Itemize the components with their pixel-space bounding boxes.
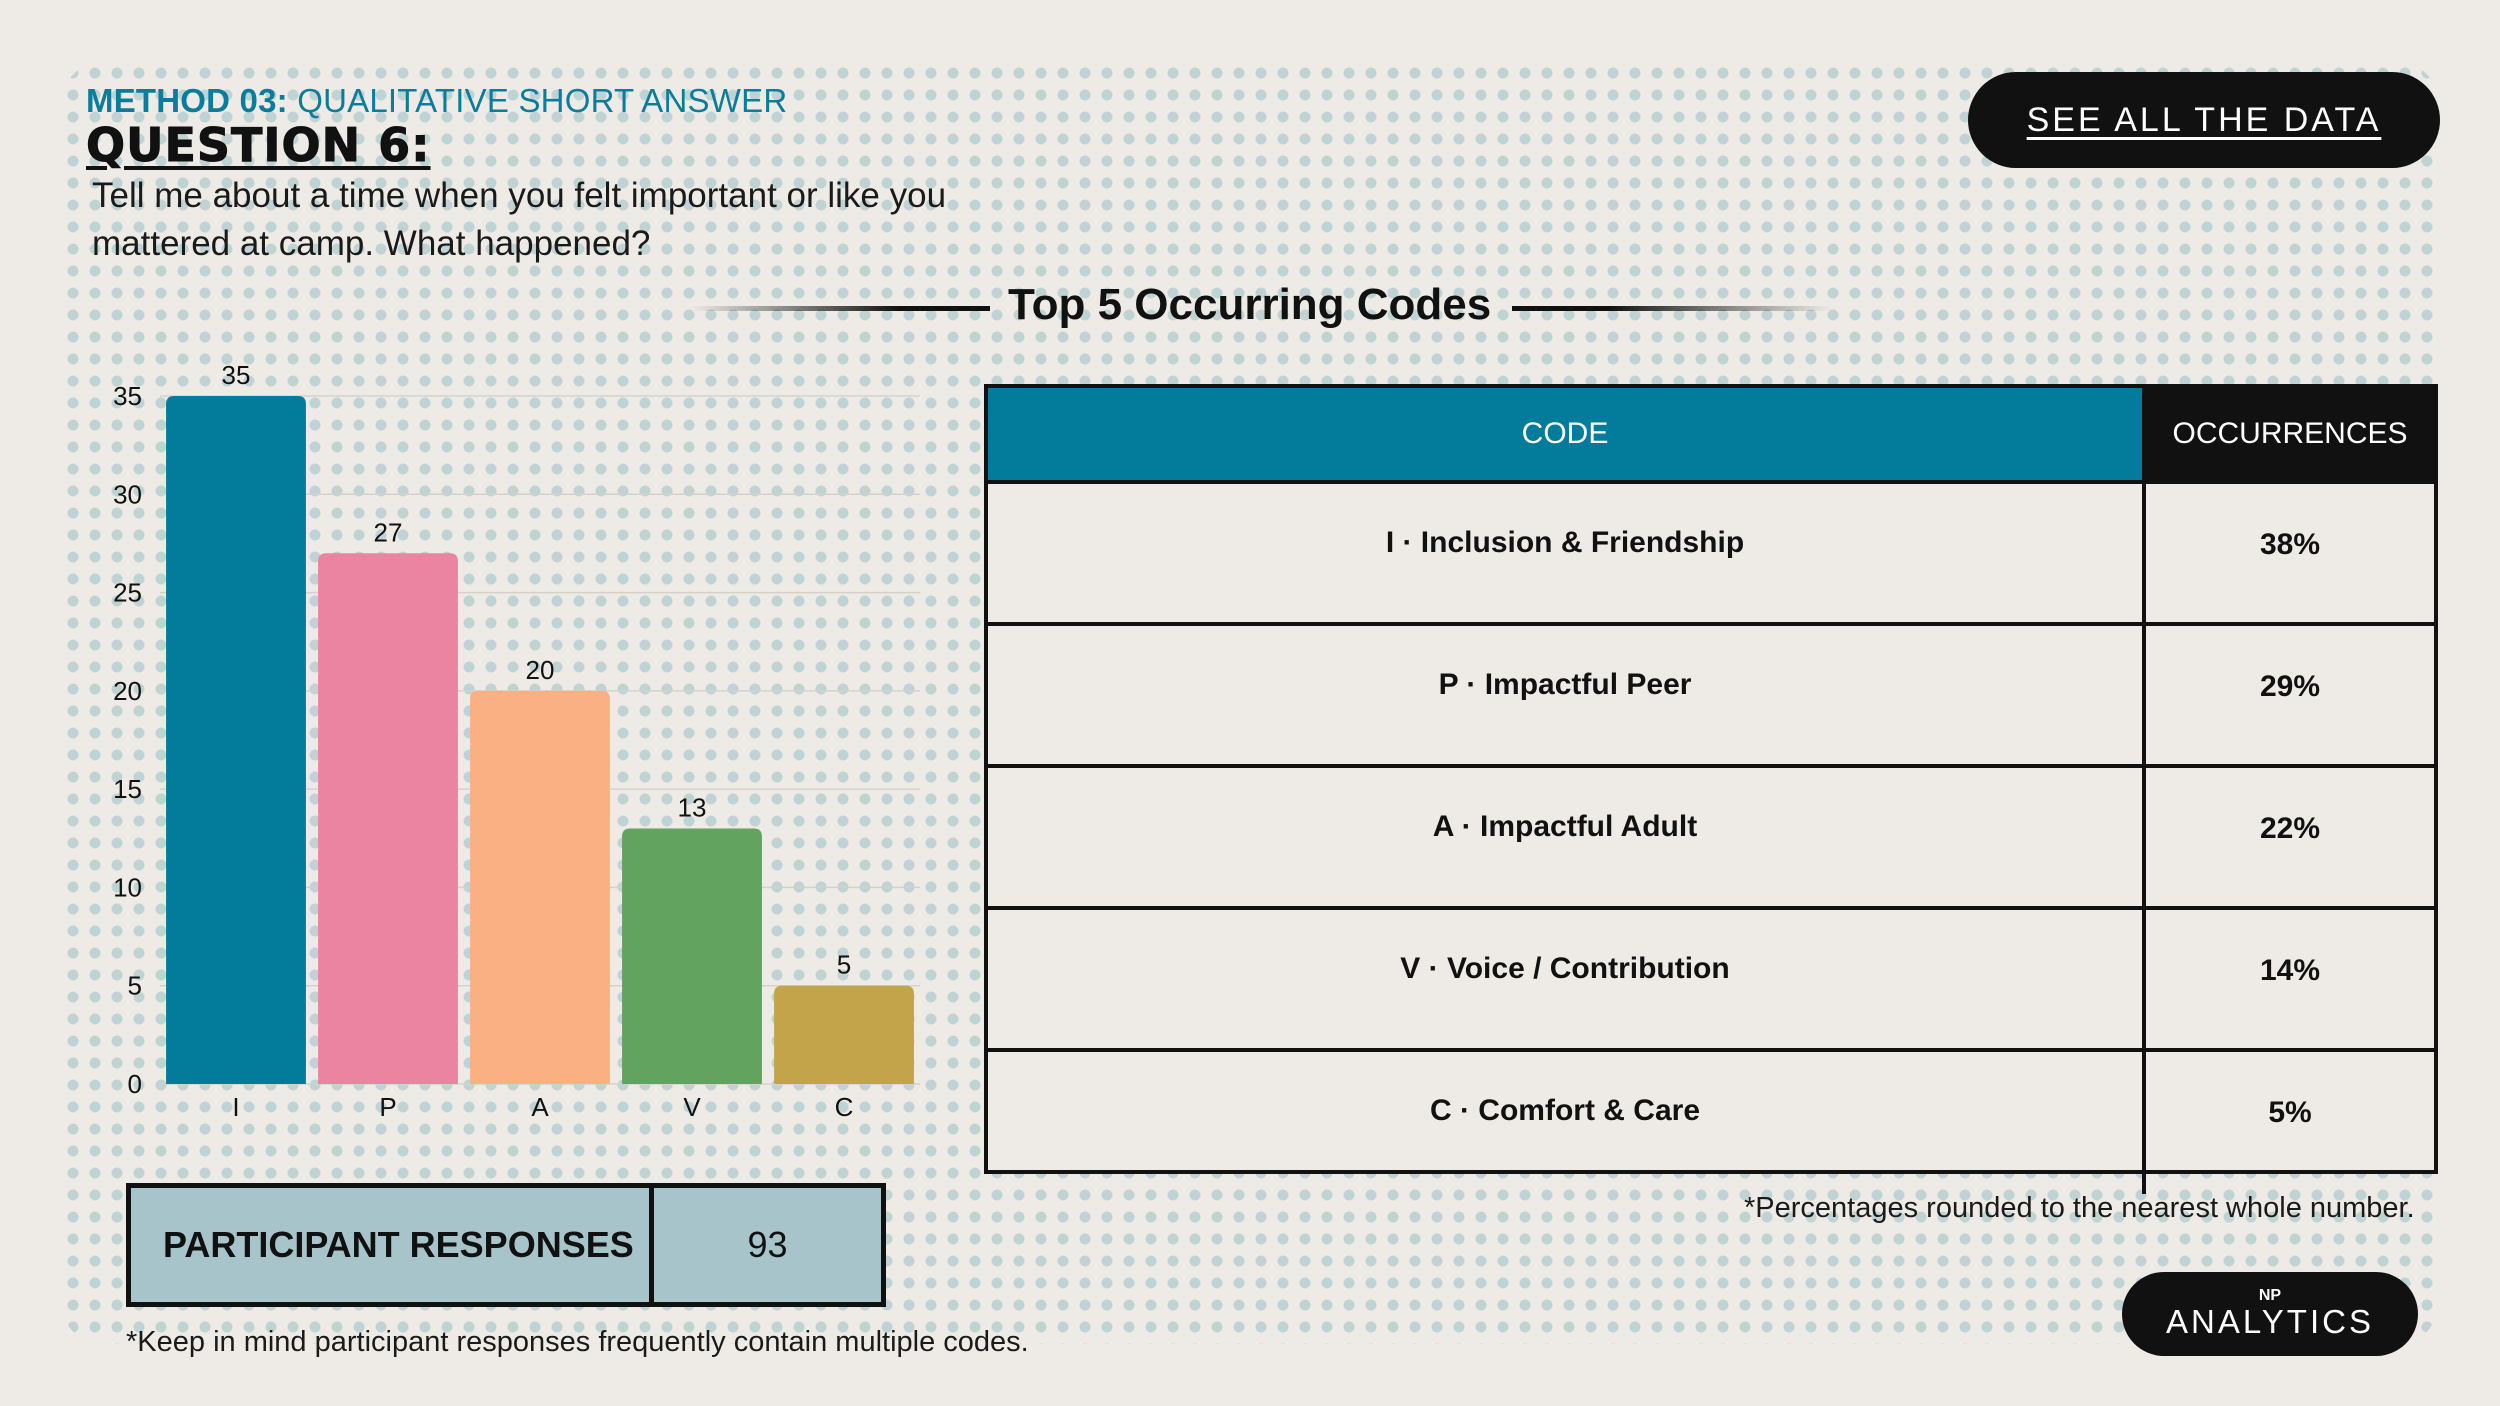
table-row: V · Voice / Contribution 14%: [988, 910, 2434, 1052]
question-title: QUESTION 6:: [86, 118, 431, 173]
data-label: 20: [526, 655, 555, 685]
y-tick-label: 30: [113, 479, 142, 509]
logo-wordmark: ANALYTICS: [2166, 1303, 2374, 1340]
see-all-data-button[interactable]: SEE ALL THE DATA: [1968, 72, 2440, 168]
bar-a: [470, 690, 610, 1084]
code-cell: A · Impactful Adult: [988, 768, 2146, 906]
table-row: A · Impactful Adult 22%: [988, 768, 2434, 910]
method-name: QUALITATIVE SHORT ANSWER: [297, 82, 788, 119]
bar-v: [622, 828, 762, 1084]
x-tick-label: I: [232, 1092, 239, 1122]
y-tick-label: 20: [113, 676, 142, 706]
title-rule-right: [1512, 306, 1832, 311]
title-rule-left: [690, 306, 990, 311]
bar-c: [774, 985, 914, 1084]
x-tick-label: A: [531, 1092, 549, 1122]
participant-responses-value: 93: [747, 1224, 788, 1265]
question-text: Tell me about a time when you felt impor…: [92, 176, 947, 263]
code-cell: V · Voice / Contribution: [988, 910, 2146, 1048]
logo-mark: NP: [2258, 1287, 2282, 1304]
codes-table: CODE OCCURRENCES I · Inclusion & Friends…: [984, 384, 2438, 1194]
table-row: C · Comfort & Care 5%: [988, 1052, 2434, 1194]
y-tick-label: 35: [113, 381, 142, 411]
percentage-note: *Percentages rounded to the nearest whol…: [1744, 1192, 2415, 1224]
x-tick-label: P: [379, 1092, 396, 1122]
y-tick-label: 15: [113, 774, 142, 804]
participant-responses-box: PARTICIPANT RESPONSES 93: [126, 1183, 886, 1307]
x-tick-label: V: [683, 1092, 701, 1122]
data-label: 13: [678, 792, 707, 822]
code-cell: P · Impactful Peer: [988, 626, 2146, 764]
code-cell: C · Comfort & Care: [988, 1052, 2146, 1194]
header-occurrences: OCCURRENCES: [2146, 388, 2434, 480]
table-row: P · Impactful Peer 29%: [988, 626, 2434, 768]
data-label: 27: [374, 517, 403, 547]
y-tick-label: 5: [128, 971, 142, 1001]
data-label: 35: [222, 360, 251, 390]
method-prefix: METHOD 03:: [86, 82, 288, 119]
occurrence-cell: 14%: [2259, 954, 2321, 987]
y-tick-label: 10: [113, 872, 142, 902]
occurrence-cell: 5%: [2268, 1096, 2312, 1129]
multiple-codes-note: *Keep in mind participant responses freq…: [126, 1326, 1029, 1358]
table-header-row: CODE OCCURRENCES: [988, 388, 2434, 484]
header-code: CODE: [988, 388, 2146, 480]
table-row: I · Inclusion & Friendship 38%: [988, 484, 2434, 626]
method-label: METHOD 03: QUALITATIVE SHORT ANSWER: [86, 82, 787, 120]
section-title: Top 5 Occurring Codes: [1008, 280, 1492, 329]
occurrence-cell: 38%: [2259, 528, 2321, 561]
y-tick-label: 25: [113, 578, 142, 608]
bar-chart: 0 5 10 15 20 25 30 35 35 I 27 P 20 A 13 V 5 C: [113, 360, 920, 1122]
bar-p: [318, 553, 458, 1084]
bar-i: [166, 396, 306, 1084]
y-tick-label: 0: [128, 1069, 142, 1099]
x-tick-label: C: [835, 1092, 854, 1122]
analytics-logo: NP ANALYTICS: [2122, 1272, 2418, 1356]
data-label: 5: [837, 950, 851, 980]
occurrence-cell: 22%: [2259, 812, 2321, 845]
participant-responses-label: PARTICIPANT RESPONSES: [131, 1188, 654, 1302]
code-cell: I · Inclusion & Friendship: [988, 484, 2146, 622]
occurrence-cell: 29%: [2259, 670, 2321, 703]
